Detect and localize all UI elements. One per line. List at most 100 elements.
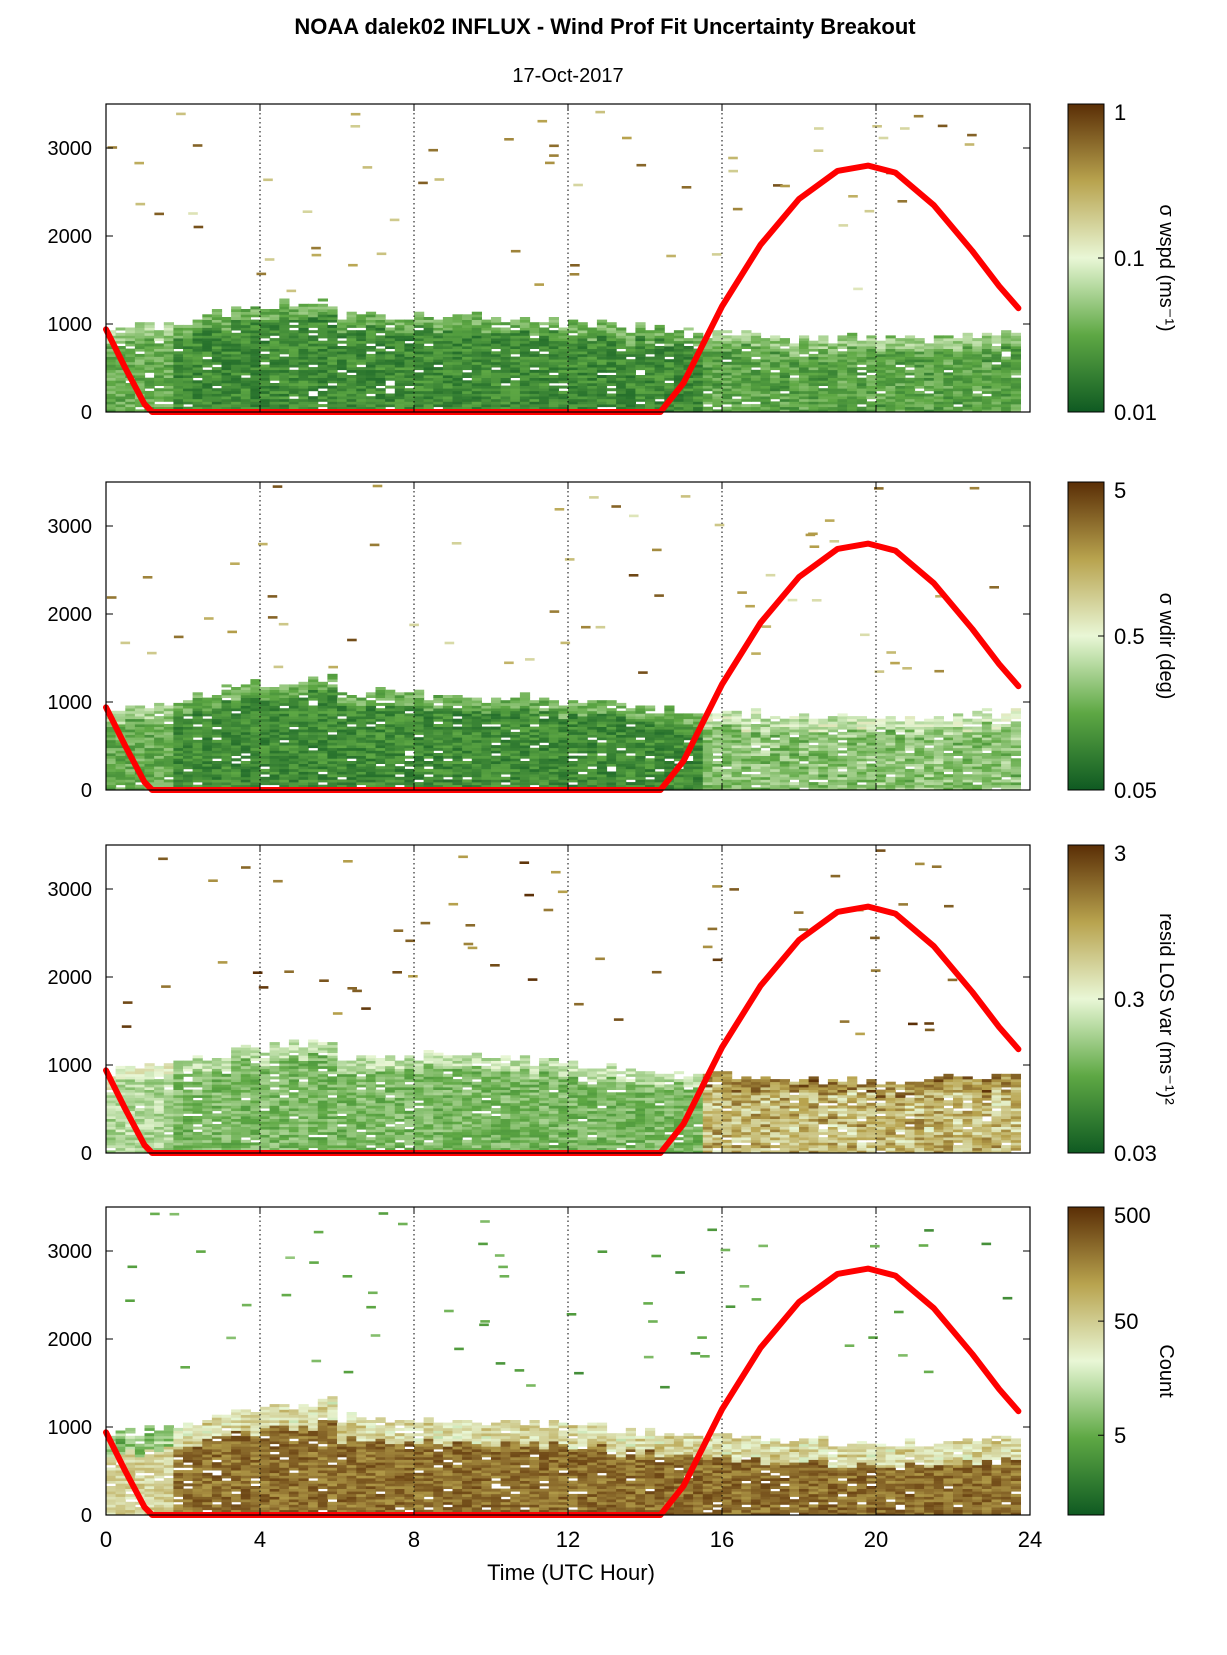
heatmap-cell	[981, 338, 993, 342]
heatmap-cell	[260, 317, 271, 320]
heatmap-cell	[134, 401, 146, 405]
heatmap-cell	[789, 401, 800, 405]
heatmap-cell	[635, 739, 646, 743]
heatmap-cell	[394, 713, 405, 717]
heatmap-cell	[837, 351, 848, 355]
heatmap-cell	[327, 763, 338, 767]
heatmap-cell	[606, 388, 617, 392]
heatmap-cell	[125, 742, 136, 746]
heatmap-cell	[375, 710, 386, 714]
heatmap-cell	[211, 721, 223, 725]
heatmap-cell	[240, 697, 251, 701]
heatmap-cell	[260, 726, 271, 730]
heatmap-cell	[519, 319, 531, 323]
heatmap-cell	[635, 390, 646, 394]
heatmap-cell	[115, 758, 126, 762]
heatmap-cell	[847, 361, 858, 365]
heatmap-cell	[144, 356, 155, 360]
heatmap-cell	[404, 771, 415, 775]
heatmap-cell	[885, 367, 896, 371]
heatmap-cell	[135, 202, 146, 206]
heatmap-cell	[288, 721, 300, 725]
heatmap-cell	[240, 327, 251, 331]
heatmap-cell	[106, 784, 117, 788]
heatmap-cell	[510, 716, 521, 720]
heatmap-cell	[308, 771, 319, 775]
heatmap-cell	[221, 742, 232, 746]
heatmap-cell	[519, 375, 531, 378]
heatmap-cell	[712, 369, 723, 373]
heatmap-cell	[125, 729, 136, 733]
heatmap-cell	[250, 710, 261, 714]
heatmap-cell	[250, 367, 261, 371]
heatmap-cell	[115, 404, 126, 408]
heatmap-cell	[962, 404, 973, 408]
heatmap-cell	[327, 753, 338, 756]
heatmap-cell	[279, 747, 290, 751]
heatmap-cell	[442, 377, 454, 381]
heatmap-cell	[568, 322, 579, 326]
heatmap-cell	[539, 356, 550, 360]
heatmap-cell	[375, 745, 386, 749]
heatmap-cell	[183, 388, 194, 392]
heatmap-cell	[462, 383, 473, 386]
heatmap-cell	[394, 758, 405, 762]
heatmap-cell	[616, 750, 627, 754]
heatmap-cell	[192, 335, 203, 339]
heatmap-cell	[125, 763, 136, 767]
heatmap-cell	[298, 776, 309, 780]
heatmap-cell	[972, 338, 983, 342]
heatmap-cell	[471, 406, 482, 410]
heatmap-cell	[914, 380, 925, 384]
heatmap-cell	[163, 745, 174, 749]
heatmap-cell	[991, 380, 1002, 384]
heatmap-cell	[471, 338, 482, 342]
heatmap-cell	[337, 346, 348, 349]
heatmap-cell	[827, 372, 839, 376]
heatmap-cell	[616, 779, 627, 783]
heatmap-cell	[365, 324, 377, 328]
heatmap-cell	[394, 708, 405, 712]
heatmap-cell	[596, 361, 608, 365]
heatmap-cell	[596, 784, 608, 788]
heatmap-cell	[548, 784, 559, 788]
heatmap-cell	[625, 377, 636, 381]
heatmap-cell	[115, 383, 126, 386]
heatmap-cell	[510, 750, 521, 754]
heatmap-cell	[914, 401, 925, 405]
heatmap-cell	[125, 776, 136, 780]
heatmap-cell	[144, 734, 155, 738]
heatmap-cell	[106, 776, 117, 780]
heatmap-cell	[385, 340, 396, 344]
heatmap-cell	[654, 332, 665, 336]
heatmap-cell	[741, 390, 752, 394]
heatmap-cell	[856, 383, 867, 386]
heatmap-cell	[144, 761, 155, 764]
heatmap-cell	[173, 388, 184, 392]
heatmap-cell	[596, 737, 608, 741]
heatmap-cell	[163, 351, 174, 355]
heatmap-cell	[510, 779, 521, 783]
heatmap-cell	[211, 343, 223, 347]
heatmap-cell	[288, 324, 300, 328]
heatmap-cell	[895, 380, 906, 384]
heatmap-cell	[385, 361, 396, 365]
heatmap-cell	[106, 375, 117, 378]
heatmap-cell	[616, 406, 627, 410]
heatmap-cell	[365, 380, 377, 384]
heatmap-cell	[943, 385, 954, 389]
heatmap-cell	[250, 309, 261, 312]
heatmap-cell	[529, 766, 540, 770]
heatmap-cell	[414, 768, 425, 772]
heatmap-cell	[568, 739, 579, 743]
heatmap-cell	[106, 356, 117, 360]
heatmap-cell	[519, 388, 531, 392]
heatmap-cell	[346, 734, 357, 738]
heatmap-cell	[211, 713, 223, 717]
heatmap-cell	[577, 710, 588, 714]
heatmap-cell	[269, 774, 280, 778]
heatmap-cell	[134, 758, 146, 762]
heatmap-cell	[202, 324, 213, 328]
heatmap-cell	[231, 731, 242, 735]
heatmap-cell	[365, 404, 377, 408]
